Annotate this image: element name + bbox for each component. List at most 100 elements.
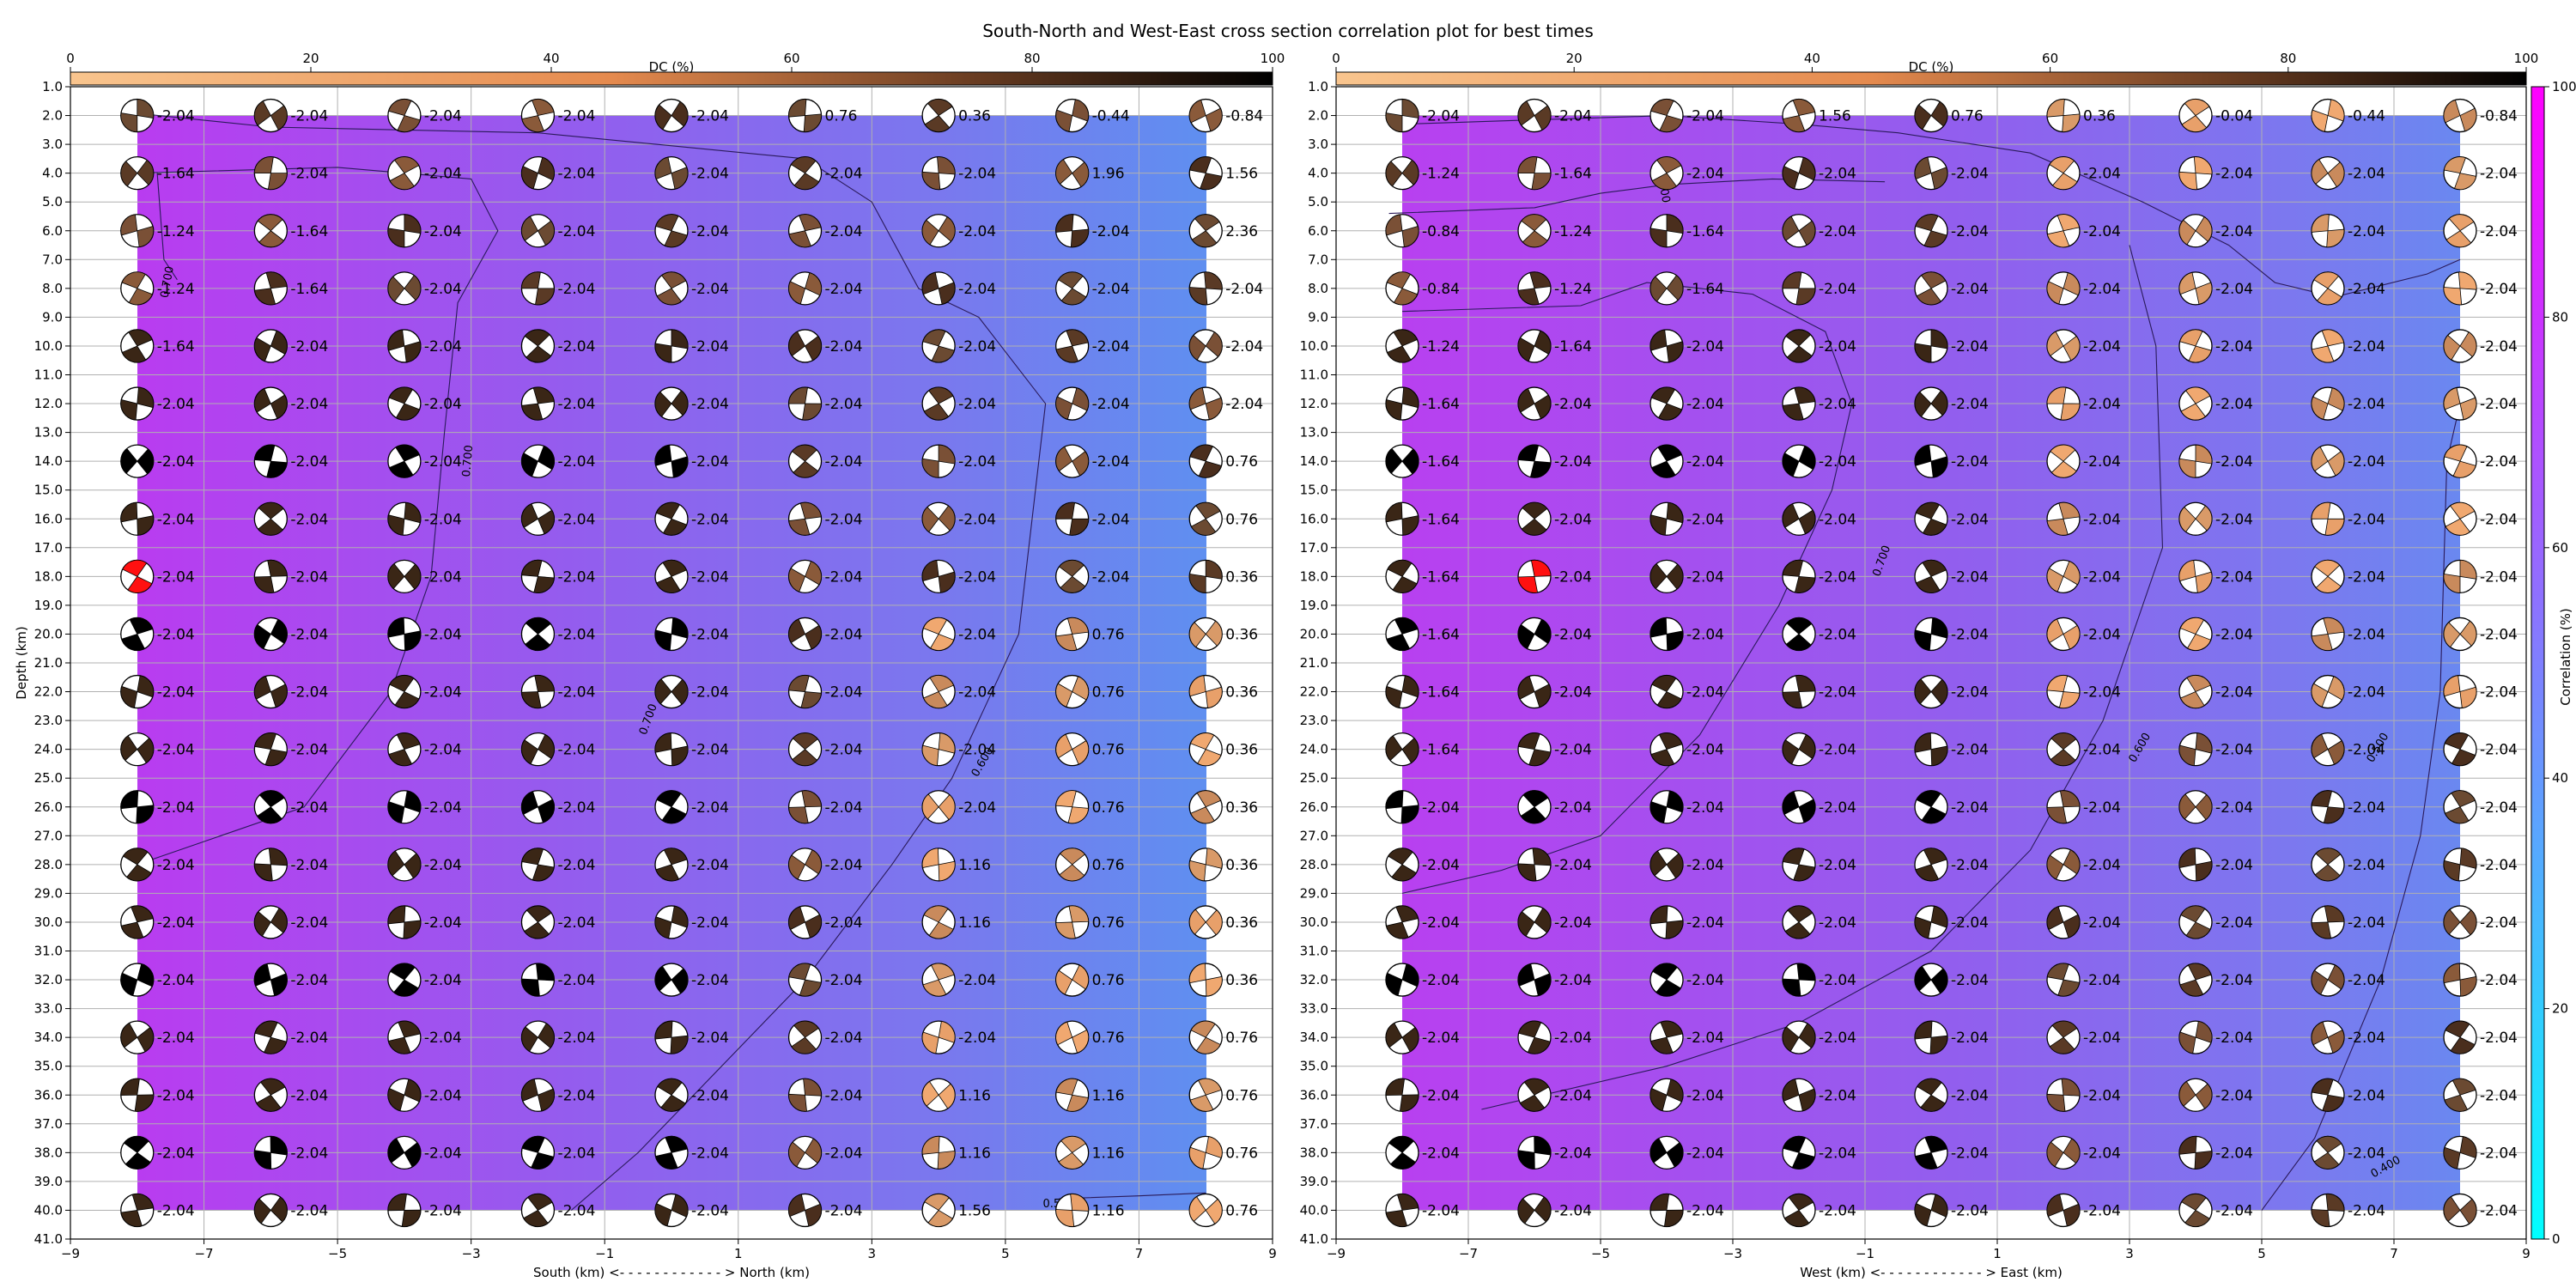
time-shift-label: -2.04 [1225, 396, 1263, 413]
y-tick-label: 22.0 [1300, 684, 1328, 700]
beachball [120, 790, 155, 824]
beachball [1649, 905, 1684, 939]
time-shift-label: -2.04 [958, 799, 996, 817]
beachball [921, 444, 956, 478]
correlation-tick-label: 20 [2552, 1001, 2568, 1017]
x-tick-label: 5 [2257, 1246, 2266, 1261]
beachball [921, 848, 956, 882]
beachball [1188, 963, 1223, 997]
time-shift-label: -2.04 [290, 626, 328, 643]
time-shift-label: -2.04 [424, 684, 462, 702]
time-shift-label: -2.04 [1819, 799, 1856, 817]
y-tick-label: 36.0 [1300, 1087, 1328, 1103]
correlation-ticks: 0 20 40 60 80 100 [2544, 79, 2576, 1247]
beachball [1055, 848, 1090, 882]
x-tick-label: −3 [1723, 1246, 1742, 1261]
beachball [921, 617, 956, 652]
time-shift-label: 1.56 [958, 1202, 991, 1219]
time-shift-label: -1.64 [1422, 396, 1460, 413]
beachball [387, 98, 422, 133]
beachball [2311, 963, 2345, 997]
time-shift-label: -2.04 [2083, 914, 2121, 932]
beachball [253, 617, 288, 652]
beachball [921, 790, 956, 824]
beachball [2311, 1193, 2345, 1228]
time-shift-label: -2.04 [2215, 1087, 2253, 1104]
beachball [1188, 155, 1223, 191]
time-shift-label: -2.04 [2480, 166, 2518, 183]
beachball [2443, 214, 2477, 248]
time-shift-label: -2.04 [2083, 453, 2121, 471]
contour-line [130, 112, 1047, 1211]
beachball [1055, 1193, 1090, 1228]
beachball [387, 501, 422, 536]
beachball [1517, 1135, 1552, 1170]
time-shift-label: -1.64 [1686, 223, 1724, 240]
time-shift-label: -2.04 [2480, 742, 2518, 759]
time-shift-label: -0.44 [2348, 108, 2385, 125]
beachball [520, 674, 556, 709]
time-shift-label: -2.04 [424, 1145, 462, 1162]
beachball [1385, 214, 1419, 248]
beachball [1517, 1193, 1552, 1228]
beachball [1188, 271, 1223, 306]
beachball [654, 905, 689, 939]
time-shift-label: -2.04 [290, 396, 328, 413]
x-tick-label: 7 [2390, 1246, 2398, 1261]
beachball [1385, 501, 1419, 536]
time-shift-label: -0.84 [1422, 223, 1460, 240]
time-shift-label: -2.04 [157, 511, 195, 528]
time-shift-label: -2.04 [2215, 338, 2253, 355]
contour-line [1481, 245, 2164, 1110]
time-shift-label: -2.04 [290, 166, 328, 183]
beachball [1188, 1135, 1223, 1170]
y-tick-label: 11.0 [1300, 368, 1328, 383]
dc-tick-label: 40 [1804, 51, 1820, 66]
time-shift-label: -2.04 [2348, 396, 2385, 413]
time-shift-label: -2.04 [825, 223, 863, 240]
time-shift-label: -2.04 [1951, 453, 1989, 471]
y-tick-label: 11.0 [34, 368, 63, 383]
beachball [1517, 1078, 1552, 1112]
time-shift-label: -2.04 [157, 626, 195, 643]
beachball [253, 1135, 288, 1170]
time-shift-label: -2.04 [1951, 626, 1989, 643]
time-shift-label: 0.36 [1225, 857, 1258, 874]
beachball [2443, 98, 2477, 133]
beachball [1914, 732, 1948, 767]
beachball [921, 732, 956, 767]
time-shift-label: -2.04 [1686, 914, 1724, 932]
y-tick-label: 6.0 [1308, 223, 1328, 239]
beachball [1782, 674, 1816, 709]
beachball [253, 386, 288, 421]
time-shift-label: -2.04 [825, 972, 863, 989]
time-shift-label: -2.04 [157, 396, 195, 413]
beachball [1649, 674, 1684, 709]
y-tick-label: 12.0 [1300, 396, 1328, 411]
beachball [1055, 1078, 1090, 1112]
beachball [2046, 963, 2081, 997]
y-tick-label: 4.0 [1308, 166, 1328, 181]
time-shift-label: -2.04 [557, 108, 595, 125]
time-shift-label: -2.04 [2083, 338, 2121, 355]
time-shift-label: -2.04 [557, 684, 595, 702]
time-shift-label: -2.04 [1686, 799, 1724, 817]
beachball [1385, 329, 1419, 363]
correlation-tick-label: 100 [2552, 79, 2576, 94]
beachball [1055, 674, 1090, 709]
time-shift-label: -2.04 [1951, 166, 1989, 183]
beachball [921, 1020, 956, 1054]
time-shift-label: -2.04 [1819, 626, 1856, 643]
time-shift-label: -2.04 [691, 1087, 729, 1104]
y-tick-label: 1.0 [42, 79, 63, 94]
beachball [520, 98, 556, 133]
time-shift-label: -2.04 [2348, 511, 2385, 528]
beachball [1188, 674, 1223, 709]
y-tick-label: 14.0 [34, 453, 63, 469]
time-shift-label: -2.04 [1951, 684, 1989, 702]
time-shift-label: -2.04 [157, 684, 195, 702]
time-shift-label: 1.96 [1092, 166, 1125, 183]
beachball [253, 1020, 288, 1054]
beachball [120, 444, 155, 478]
y-tick-label: 27.0 [34, 828, 63, 843]
